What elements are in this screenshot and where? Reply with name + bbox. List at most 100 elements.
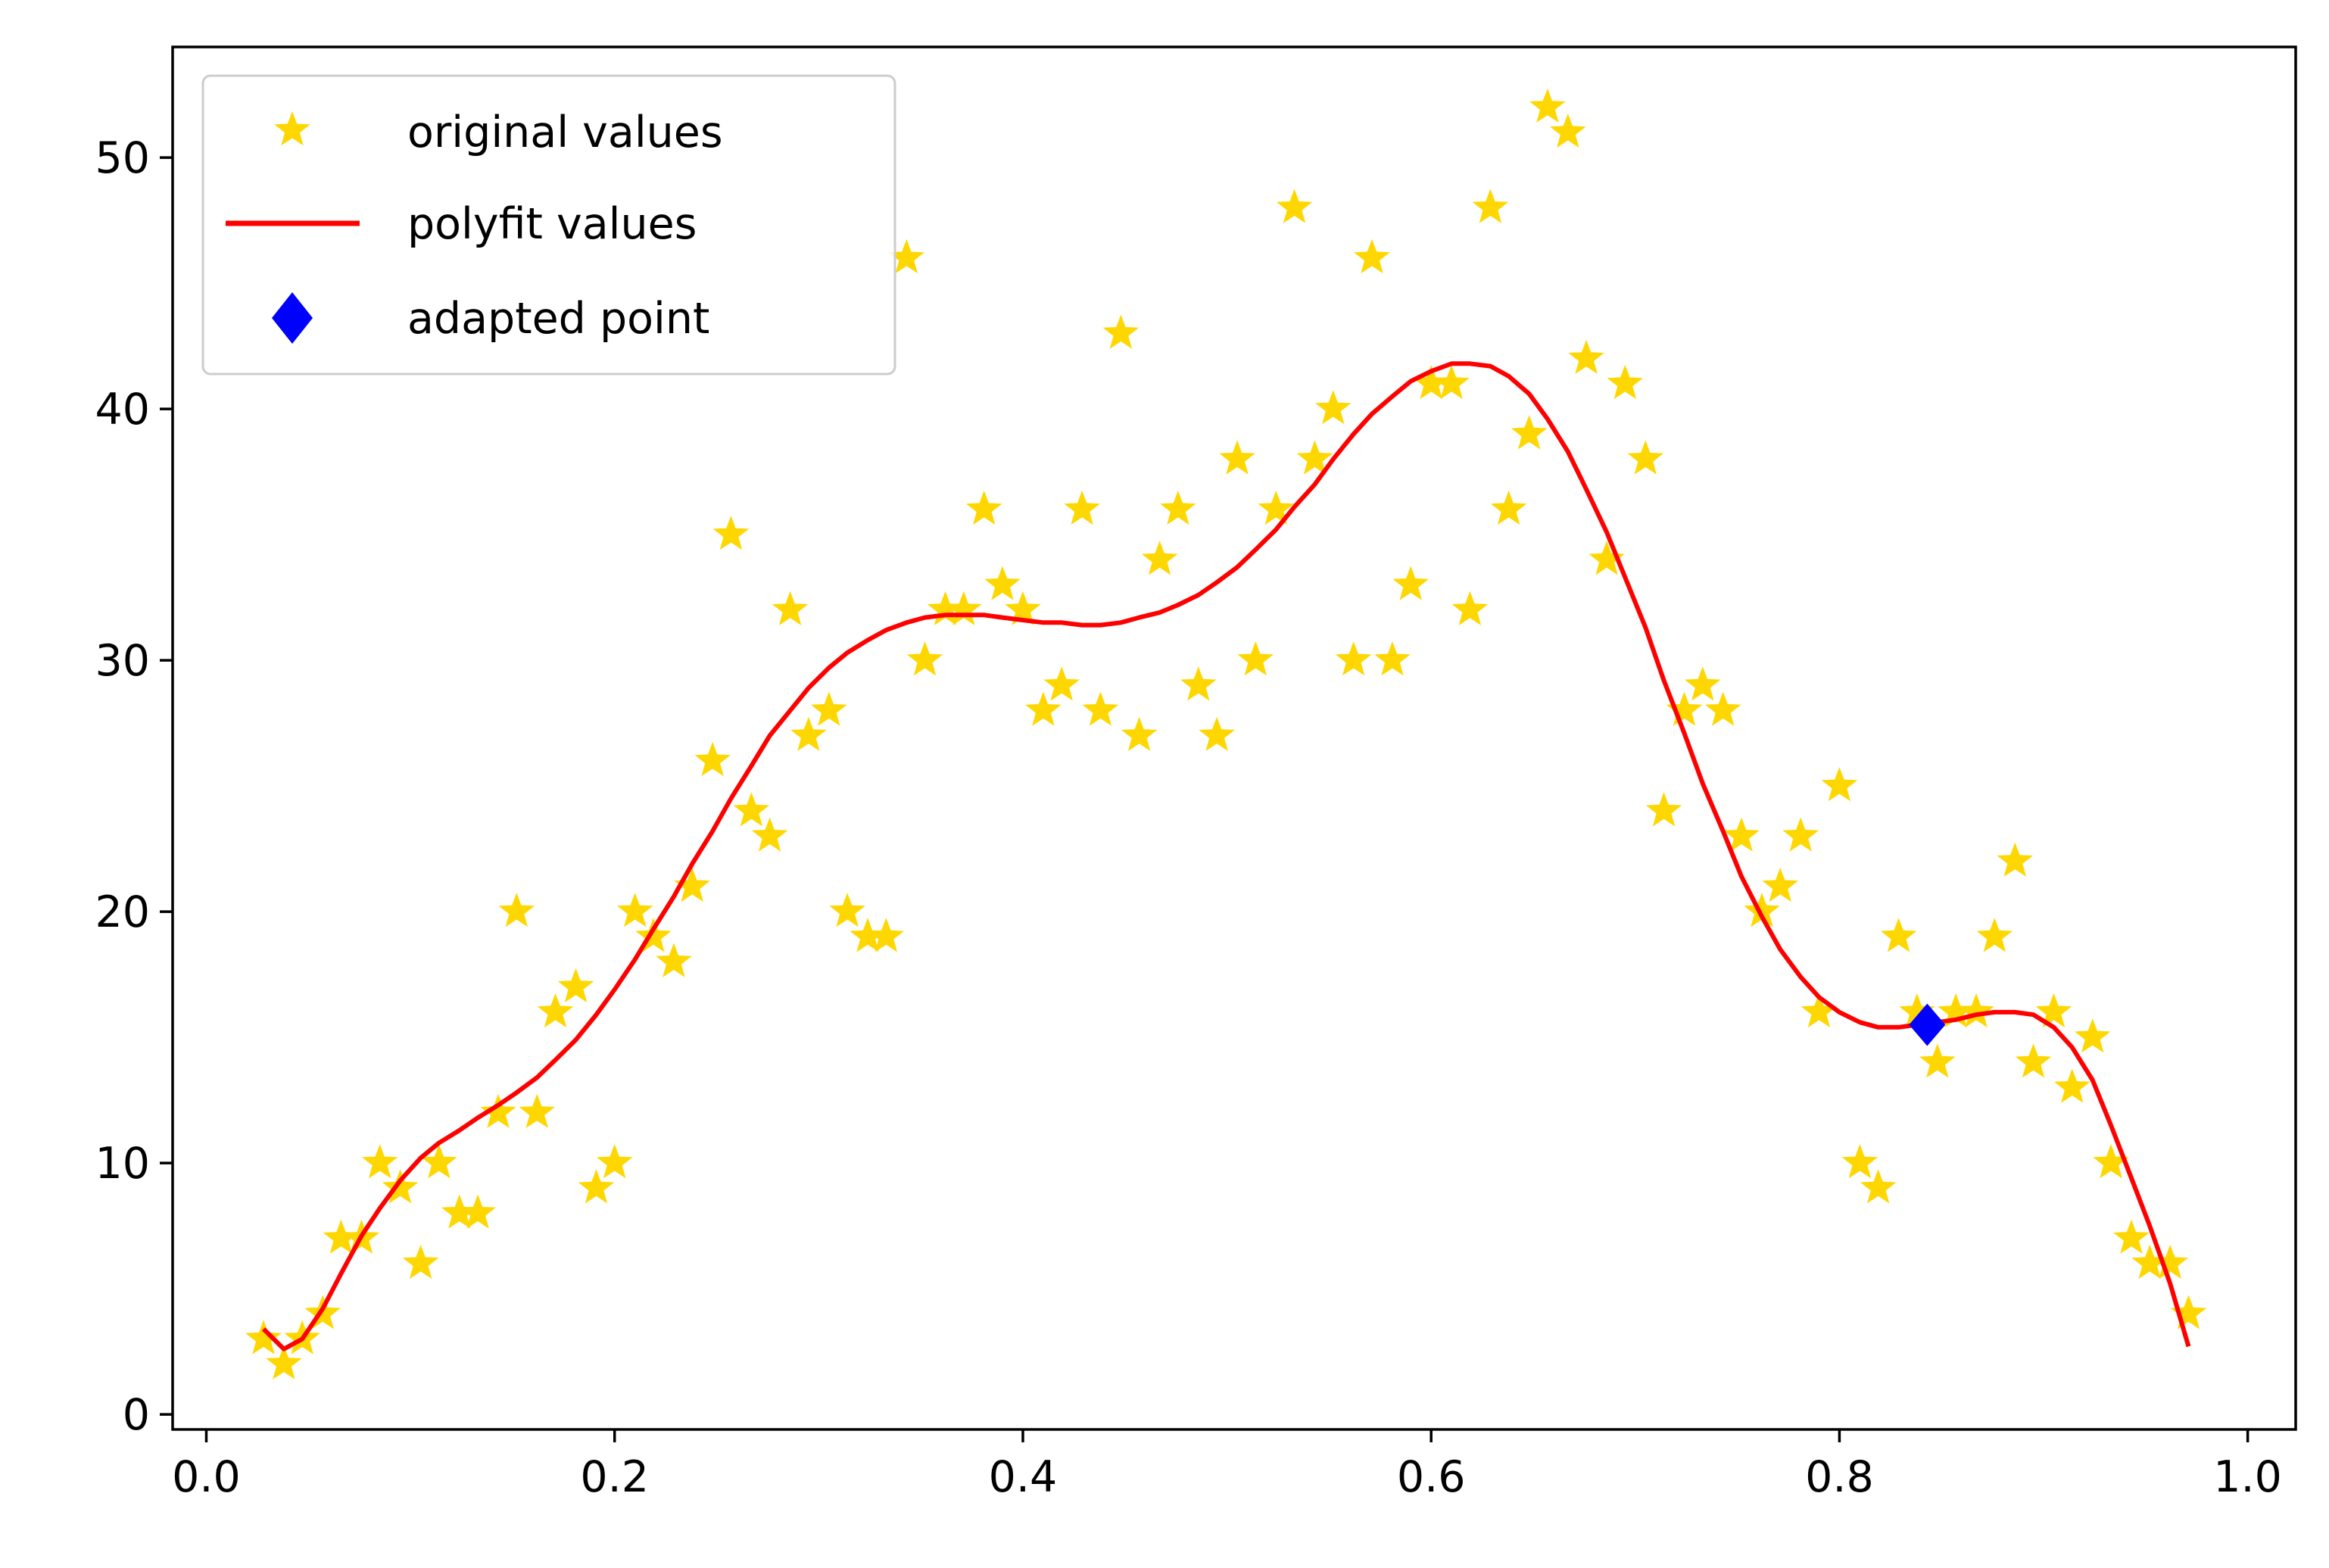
legend-frame: [201, 74, 896, 376]
data-point-original-value: [557, 968, 594, 1002]
data-point-original-value: [596, 1144, 633, 1179]
data-point-original-value: [1685, 666, 1721, 701]
data-point-original-value: [1219, 440, 1255, 475]
data-point-original-value: [829, 893, 865, 927]
data-point-original-value: [1451, 591, 1489, 625]
data-point-original-value: [694, 741, 731, 777]
data-point-original-value: [733, 792, 770, 827]
data-point-original-value: [1121, 716, 1158, 751]
data-point-original-value: [2093, 1144, 2129, 1179]
x-tick-label: 0.6: [1397, 1452, 1466, 1502]
data-point-original-value: [1705, 691, 1741, 726]
data-point-original-value: [323, 1219, 360, 1254]
y-tick-label: 40: [95, 385, 150, 435]
data-point-original-value: [1315, 390, 1352, 425]
data-point-adapted-point: [1909, 1003, 1946, 1046]
data-point-original-value: [906, 641, 943, 676]
data-point-original-value: [1723, 817, 1760, 852]
data-point-original-value: [1354, 238, 1390, 274]
data-point-original-value: [1160, 490, 1196, 525]
data-point-original-value: [1296, 440, 1333, 475]
data-point-original-value: [266, 1345, 302, 1379]
data-point-original-value: [868, 918, 905, 952]
data-point-original-value: [1801, 993, 1838, 1028]
data-point-original-value: [888, 238, 924, 274]
data-point-original-value: [1276, 189, 1313, 223]
legend: original values polyfit values adapted p…: [201, 74, 896, 376]
data-point-original-value: [1141, 541, 1178, 575]
data-point-original-value: [1821, 767, 1858, 802]
data-point-original-value: [1666, 691, 1703, 726]
data-point-original-value: [1744, 893, 1780, 927]
data-point-original-value: [460, 1194, 496, 1229]
legend-label-polyfit-values: polyfit values: [407, 199, 697, 249]
data-point-original-value: [1997, 842, 2034, 877]
data-point-original-value: [946, 591, 982, 625]
plot-frame: [171, 45, 2297, 1431]
data-point-original-value: [1529, 88, 1566, 123]
data-point-original-value: [1589, 541, 1625, 575]
data-point-original-value: [1374, 641, 1411, 676]
legend-label-adapted-point: adapted point: [407, 294, 709, 344]
data-point-original-value: [1472, 189, 1509, 223]
data-point-original-value: [1938, 993, 1974, 1028]
x-tick-label: 0.8: [1805, 1452, 1874, 1502]
y-tick-label: 20: [95, 887, 150, 937]
data-point-original-value: [1064, 490, 1100, 525]
data-point-original-value: [2075, 1018, 2111, 1053]
data-point-original-value: [1976, 918, 2013, 952]
data-point-original-value: [1762, 867, 1798, 902]
data-point-original-value: [1025, 691, 1062, 726]
data-point-original-value: [927, 591, 964, 625]
data-point-original-value: [2170, 1295, 2207, 1330]
data-point-original-value: [616, 893, 653, 927]
data-point-original-value: [1645, 792, 1682, 827]
data-point-original-value: [811, 691, 847, 726]
data-point-original-value: [537, 993, 574, 1028]
data-point-original-value: [1880, 918, 1917, 952]
polyfit-line: [261, 361, 2191, 1351]
data-point-original-value: [850, 918, 886, 952]
data-point-original-value: [2015, 1043, 2052, 1078]
data-point-original-value: [402, 1244, 439, 1280]
data-point-original-value: [1627, 440, 1664, 475]
data-point-original-value: [421, 1144, 457, 1179]
data-point-original-value: [1335, 641, 1372, 676]
x-axis: 0.0 0.2 0.4 0.6 0.8 1.0: [172, 1429, 2282, 1502]
data-point-original-value: [635, 918, 672, 952]
data-point-original-value: [382, 1169, 419, 1204]
x-tick-label: 1.0: [2213, 1452, 2282, 1502]
data-point-original-value: [578, 1169, 615, 1204]
data-point-original-value: [772, 591, 809, 625]
legend-label-original-values: original values: [407, 108, 723, 157]
data-point-original-value: [674, 867, 710, 902]
data-point-original-value: [1550, 113, 1586, 148]
data-point-original-value: [1860, 1169, 1897, 1204]
data-point-original-value: [1607, 364, 1644, 400]
data-point-original-value: [2054, 1068, 2090, 1103]
data-point-original-value: [984, 566, 1021, 600]
data-point-original-value: [1082, 691, 1119, 726]
data-point-original-value: [1237, 641, 1274, 676]
data-point-original-value: [480, 1093, 516, 1128]
data-point-original-value: [519, 1093, 555, 1128]
y-tick-label: 30: [95, 636, 150, 686]
data-point-original-value: [2152, 1244, 2188, 1280]
data-point-original-value: [1511, 415, 1548, 450]
y-tick-label: 10: [95, 1139, 150, 1189]
data-point-original-value: [790, 716, 827, 751]
x-tick-label: 0.2: [580, 1452, 649, 1502]
data-point-original-value: [1199, 716, 1235, 751]
data-point-original-value: [2113, 1219, 2150, 1254]
data-point-original-value: [498, 893, 535, 927]
plot-area: [245, 88, 2207, 1379]
data-point-original-value: [751, 817, 788, 852]
data-point-original-value: [1005, 591, 1041, 625]
data-point-original-value: [712, 516, 750, 550]
data-point-original-value: [361, 1144, 398, 1179]
y-tick-label: 50: [95, 133, 150, 183]
legend-marker-adapted-point: [272, 292, 313, 344]
data-point-original-value: [2131, 1244, 2168, 1280]
data-point-original-value: [1433, 364, 1470, 400]
